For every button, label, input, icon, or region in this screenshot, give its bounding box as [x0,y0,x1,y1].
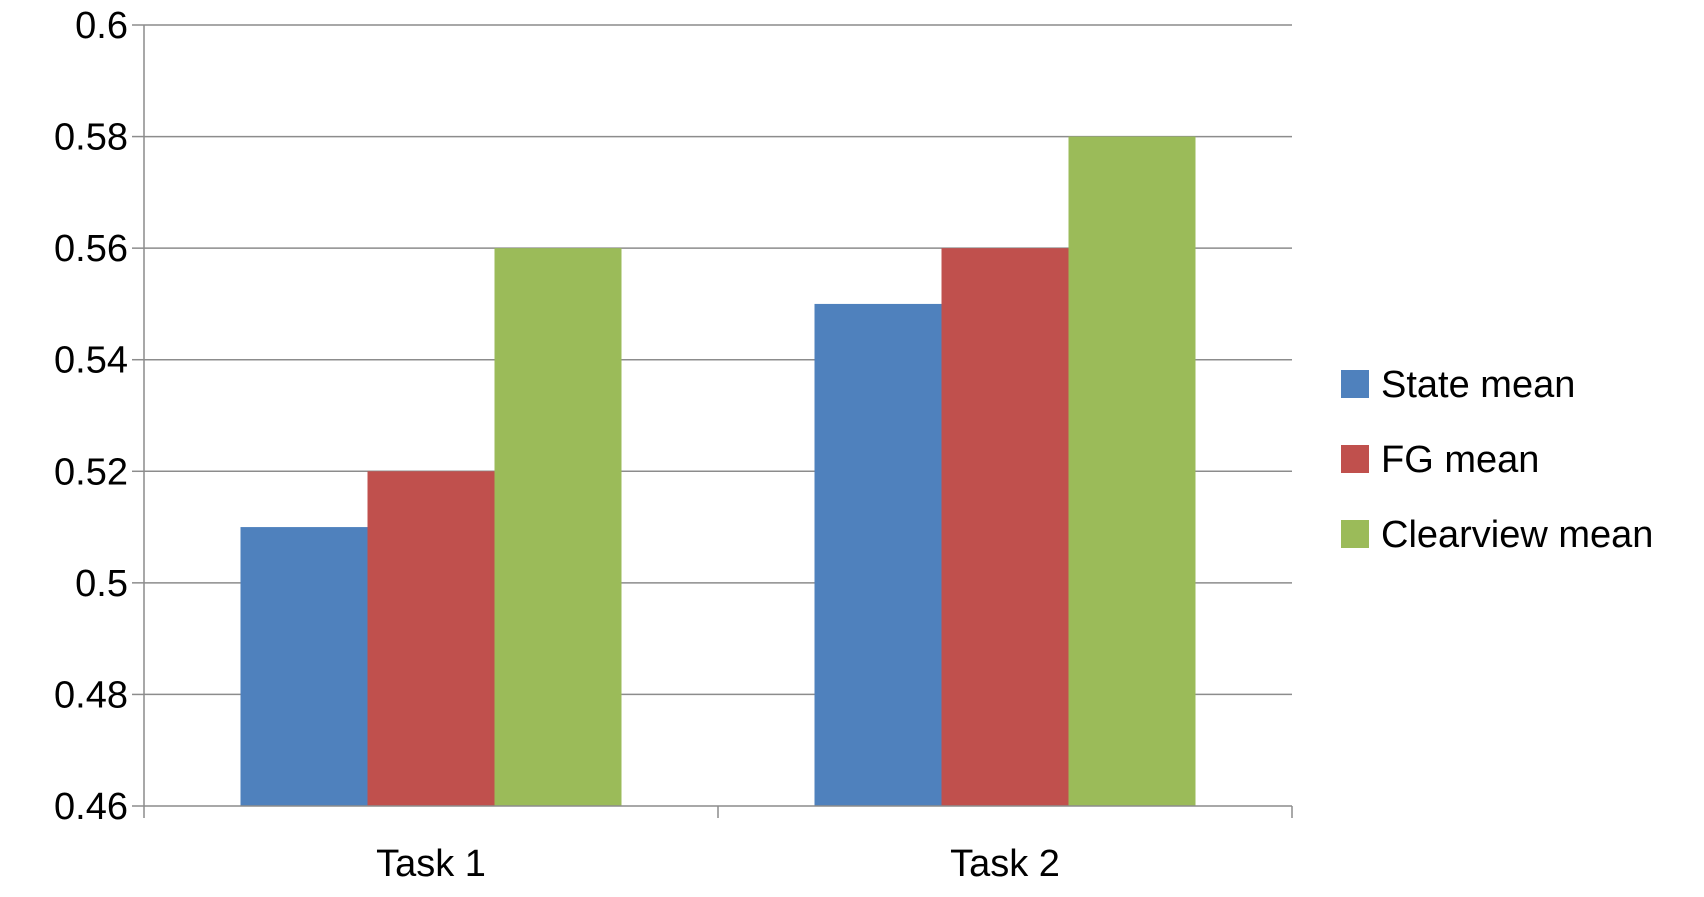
bar-clearview-mean-task-1 [494,248,622,807]
bar-fg-mean-task-2 [941,248,1069,807]
bar-state-mean-task-2 [814,303,942,806]
legend-label: FG mean [1381,439,1539,481]
legend-label: State mean [1381,364,1575,406]
x-tick-label: Task 2 [950,843,1060,885]
y-tick-label: 0.58 [54,117,128,159]
bar-state-mean-task-1 [240,527,368,806]
bars [240,136,1196,807]
bar-clearview-mean-task-2 [1068,136,1196,807]
legend-swatch [1341,520,1369,548]
y-tick-label: 0.6 [75,5,128,47]
y-tick-label: 0.46 [54,786,128,828]
axes: 0.46 0.48 0.5 0.52 0.54 0.56 0.58 0.6 Task 1 Task… [54,5,1293,885]
y-tick-label: 0.54 [54,340,128,382]
y-tick-label: 0.5 [75,563,128,605]
x-tick-label: Task 1 [376,843,486,885]
legend-label: Clearview mean [1381,514,1653,556]
legend-swatch [1341,370,1369,398]
legend: State mean FG mean Clearview mean [1341,364,1653,556]
legend-swatch [1341,445,1369,473]
bar-fg-mean-task-1 [367,471,495,806]
y-tick-label: 0.56 [54,228,128,270]
y-tick-label: 0.52 [54,451,128,493]
y-tick-label: 0.48 [54,674,128,716]
